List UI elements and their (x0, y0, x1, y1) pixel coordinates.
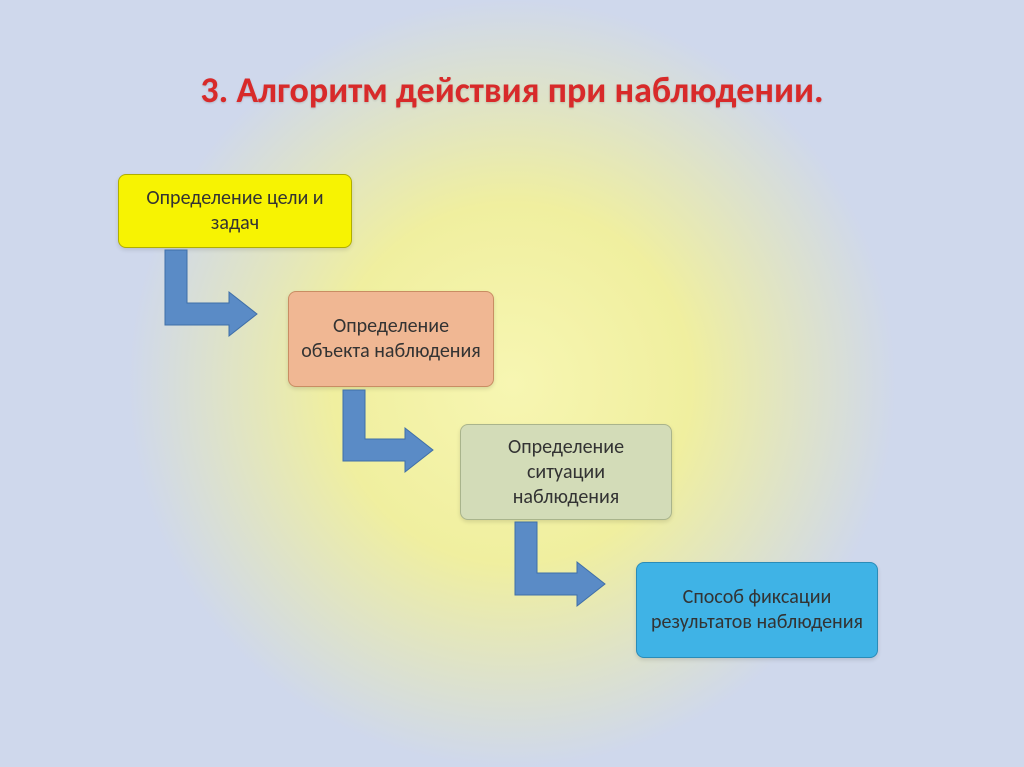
arrow-shape (343, 390, 433, 472)
flow-node-label: Определение цели и задач (131, 186, 339, 236)
slide-title: 3. Алгоритм действия при наблюдении. (0, 68, 1024, 112)
flow-arrow-2 (338, 385, 438, 477)
flow-node-n2: Определение объекта наблюдения (288, 291, 494, 387)
flow-node-label: Определение объекта наблюдения (301, 314, 481, 364)
flow-node-n1: Определение цели и задач (118, 174, 352, 248)
arrow-shape (515, 522, 605, 606)
flow-arrow-3 (510, 517, 610, 611)
arrow-shape (165, 250, 257, 336)
flow-node-label: Способ фиксации результатов наблюдения (649, 585, 865, 635)
flow-node-label: Определение ситуации наблюдения (473, 435, 659, 510)
flow-arrow-1 (160, 245, 262, 341)
flow-node-n3: Определение ситуации наблюдения (460, 424, 672, 520)
flow-node-n4: Способ фиксации результатов наблюдения (636, 562, 878, 658)
